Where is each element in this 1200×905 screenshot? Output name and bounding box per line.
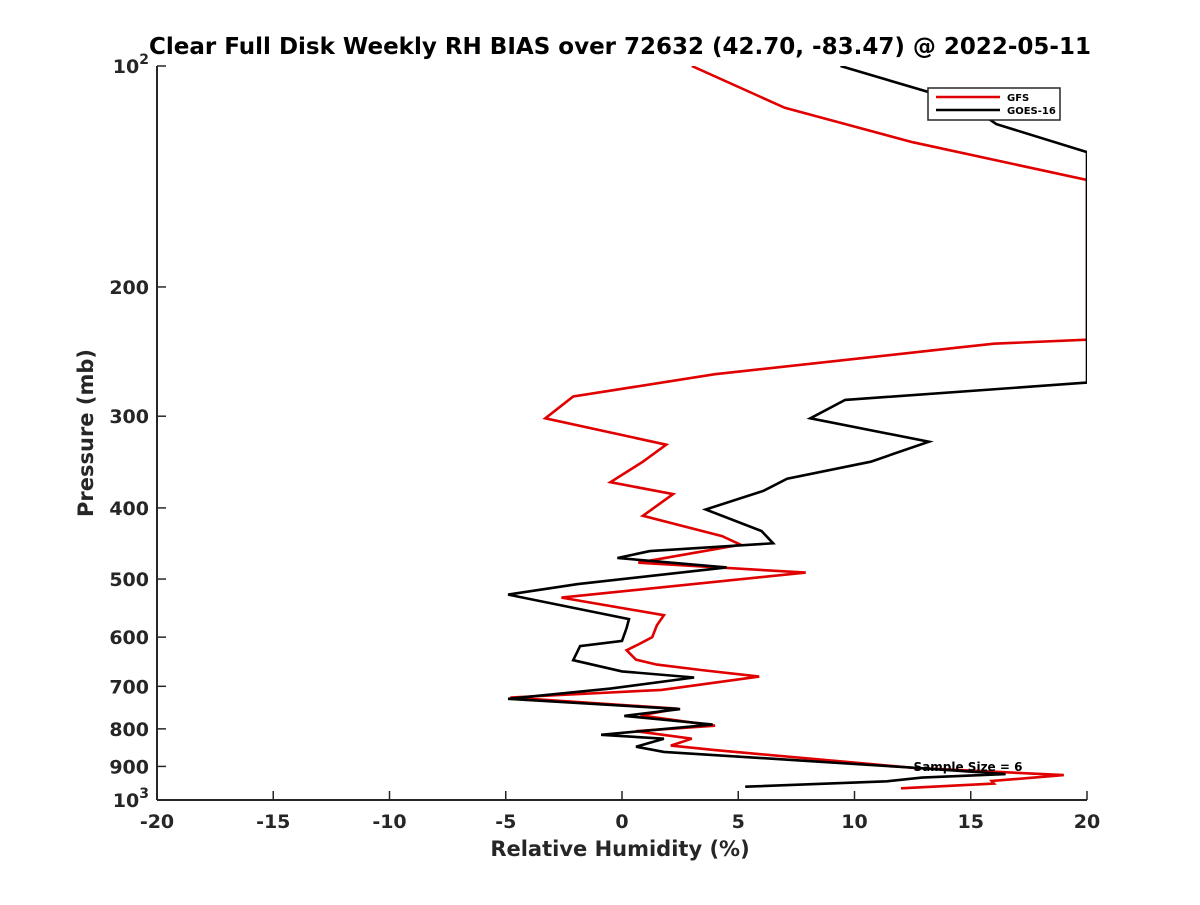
x-tick-label: 0 <box>615 811 628 833</box>
x-axis-label: Relative Humidity (%) <box>490 837 749 861</box>
x-tick-label: -10 <box>372 811 406 833</box>
y-tick-label: 102 <box>113 52 149 78</box>
y-tick-label: 400 <box>109 498 149 520</box>
legend-label-gfs: GFS <box>1007 93 1029 104</box>
series-line-gfs <box>510 66 1087 790</box>
legend-box <box>927 87 1061 121</box>
y-tick-label: 500 <box>109 569 149 591</box>
y-tick-label: 800 <box>109 719 149 741</box>
series-line-goes-16 <box>507 66 1087 788</box>
y-tick-label: 103 <box>113 786 149 812</box>
y-tick-label: 300 <box>109 406 149 428</box>
legend: GFS GOES-16 <box>927 87 1061 121</box>
x-tick-label: 10 <box>841 811 867 833</box>
axes <box>156 66 1087 801</box>
x-tick-label: 20 <box>1074 811 1100 833</box>
y-tick-label: 700 <box>109 676 149 698</box>
legend-label-goes-16: GOES-16 <box>1007 106 1056 117</box>
x-axis-ticks: -20 -15 -10 -5 0 5 10 15 20 <box>140 791 1100 833</box>
x-tick-label: -15 <box>256 811 290 833</box>
chart-title: Clear Full Disk Weekly RH BIAS over 7263… <box>149 34 1091 60</box>
y-tick-label: 900 <box>109 756 149 778</box>
y-axis-label: Pressure (mb) <box>74 349 98 517</box>
x-tick-label: -20 <box>140 811 174 833</box>
y-tick-label: 600 <box>109 627 149 649</box>
y-axis-ticks: 102 200 300 400 500 600 700 800 900 103 <box>109 52 166 812</box>
x-tick-label: -5 <box>495 811 516 833</box>
plot-lines <box>507 66 1087 790</box>
x-tick-label: 15 <box>958 811 984 833</box>
y-tick-label: 200 <box>109 277 149 299</box>
x-tick-label: 5 <box>732 811 745 833</box>
sample-size-annotation: Sample Size = 6 <box>914 760 1023 774</box>
